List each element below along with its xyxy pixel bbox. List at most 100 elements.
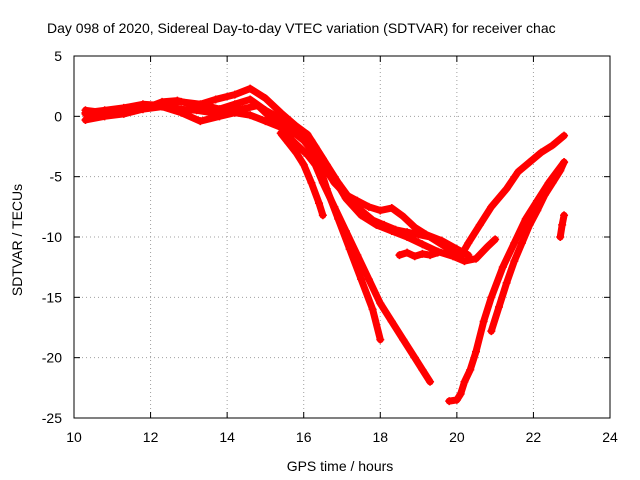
data-point (334, 178, 343, 187)
data-point (192, 106, 201, 115)
x-tick-label: 10 (66, 429, 82, 445)
data-point (556, 166, 565, 175)
data-point (475, 220, 484, 229)
data-point (307, 146, 316, 155)
data-point (449, 247, 458, 256)
y-tick-label: -20 (42, 350, 62, 366)
series-line (281, 127, 434, 386)
data-point (364, 202, 373, 211)
data-point (391, 225, 400, 234)
data-point (403, 248, 412, 257)
series-line (81, 103, 384, 344)
data-point (292, 148, 301, 157)
data-point (514, 167, 523, 176)
data-point (177, 108, 186, 117)
data-point (456, 252, 465, 261)
data-point (215, 112, 224, 121)
x-axis-label: GPS time / hours (287, 458, 394, 474)
data-point (322, 160, 331, 169)
data-point (230, 90, 239, 99)
data-point (368, 305, 377, 314)
data-point (318, 211, 327, 220)
data-point (517, 239, 526, 248)
data-point (418, 249, 427, 258)
data-point (311, 160, 320, 169)
data-point (387, 317, 396, 326)
data-point (177, 97, 186, 106)
data-point (345, 194, 354, 203)
data-point (556, 233, 565, 241)
data-point (426, 233, 435, 241)
data-point (380, 220, 389, 229)
data-point (403, 228, 412, 237)
x-tick-label: 22 (526, 429, 542, 445)
data-point (498, 263, 507, 272)
data-point (491, 235, 500, 244)
data-point (119, 107, 128, 116)
data-point (357, 275, 366, 284)
data-point (540, 190, 549, 199)
y-tick-label: -10 (42, 229, 62, 245)
data-point (261, 117, 270, 126)
data-point (292, 130, 301, 139)
series-track-h (487, 158, 569, 336)
data-point (460, 257, 469, 266)
data-point (353, 251, 362, 260)
data-point (341, 226, 350, 235)
data-point (479, 317, 488, 326)
data-point (464, 239, 473, 248)
data-point (387, 204, 396, 213)
data-point (276, 129, 285, 138)
data-point (560, 131, 569, 140)
series-track-f (276, 129, 327, 220)
data-point (399, 212, 408, 221)
data-point (330, 202, 339, 211)
y-axis-label: SDTVAR / TECUs (9, 184, 25, 296)
y-tick-label: 0 (54, 108, 62, 124)
data-point (138, 105, 147, 114)
data-point (230, 108, 239, 117)
data-point (399, 335, 408, 344)
data-point (253, 101, 262, 110)
data-point (456, 389, 465, 398)
data-point (560, 158, 569, 167)
data-point (299, 136, 308, 145)
data-point (452, 395, 461, 404)
data-point (510, 239, 519, 248)
data-point (460, 377, 469, 386)
data-point (414, 230, 423, 239)
data-series (81, 84, 569, 406)
chart-title: Day 098 of 2020, Sidereal Day-to-day VTE… (47, 20, 556, 36)
data-point (487, 202, 496, 211)
x-tick-label: 18 (372, 429, 388, 445)
data-point (426, 377, 435, 386)
data-point (303, 150, 312, 159)
data-point (560, 211, 569, 220)
data-point (376, 299, 385, 308)
series-track-j (556, 211, 569, 241)
data-point (483, 242, 492, 251)
y-tick-label: -5 (50, 169, 63, 185)
data-point (472, 347, 480, 356)
data-point (410, 223, 419, 232)
series-track-e (280, 126, 435, 386)
data-point (426, 251, 435, 260)
data-point (548, 141, 557, 150)
data-point (299, 160, 308, 169)
data-point (295, 143, 304, 152)
data-point (196, 117, 205, 126)
data-point (445, 397, 454, 406)
data-point (315, 199, 324, 208)
data-point (472, 254, 480, 263)
data-point (418, 240, 427, 249)
data-point (299, 129, 308, 138)
data-point (376, 206, 385, 215)
data-point (466, 365, 475, 374)
data-point (364, 275, 373, 284)
data-point (368, 216, 377, 225)
data-point (410, 252, 419, 261)
data-point (246, 111, 255, 120)
data-point (437, 240, 446, 249)
x-tick-label: 14 (219, 429, 235, 445)
